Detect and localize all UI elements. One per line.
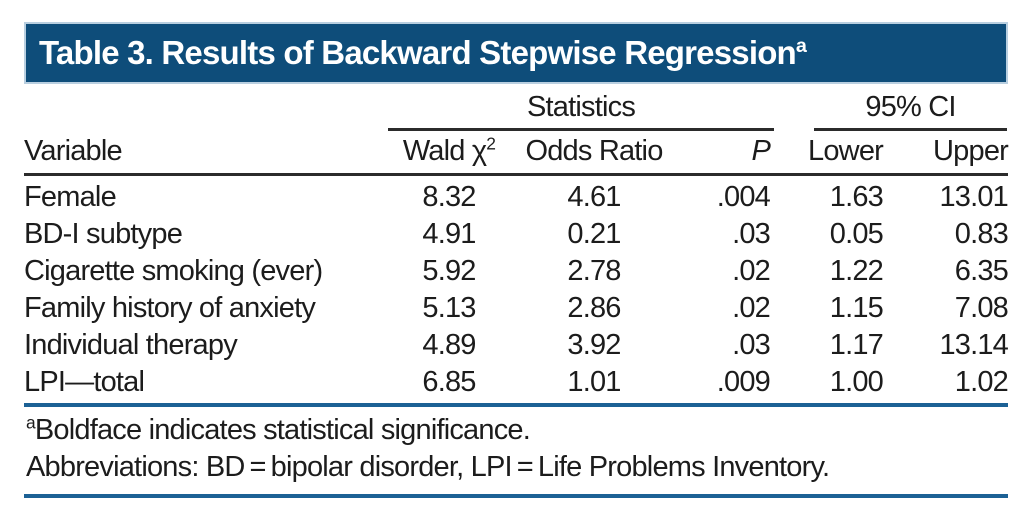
ci-upper-cell: 13.01 — [939, 181, 1009, 213]
p-label: P — [751, 135, 771, 167]
group-header-ci: 95% CI — [784, 88, 1008, 131]
wald-cell: 4.89 — [422, 329, 476, 361]
variable-cell: Individual therapy — [24, 329, 238, 361]
footnote-abbreviations: Abbreviations: BD = bipolar disorder, LP… — [26, 451, 830, 483]
wald-superscript: 2 — [486, 133, 496, 154]
title-footnote-marker: a — [795, 35, 807, 57]
wald-cell: 6.85 — [422, 366, 476, 398]
wald-cell: 5.13 — [422, 292, 476, 324]
group-header-ci-label: 95% CI — [814, 90, 1008, 131]
ci-lower-cell: 1.63 — [829, 181, 884, 213]
table-row: Individual therapy 4.89 3.92 .03 1.17 13… — [24, 327, 1009, 364]
odds-ratio-cell: 4.61 — [567, 181, 621, 213]
p-value-cell: .004 — [716, 181, 771, 213]
column-header-row: Variable Wald χ2 Odds Ratio P Lower Uppe… — [24, 131, 1009, 176]
column-header-odds-ratio: Odds Ratio — [514, 131, 674, 176]
column-header-variable: Variable — [24, 131, 384, 176]
odds-ratio-cell: 2.86 — [567, 292, 621, 324]
column-header-p: P — [674, 131, 785, 176]
group-header-statistics: Statistics — [384, 88, 784, 131]
ci-upper-cell: 6.35 — [954, 255, 1009, 287]
ci-upper-cell: 7.08 — [954, 292, 1009, 324]
ci-lower-cell: 0.05 — [829, 218, 884, 250]
ci-upper-cell: 13.14 — [939, 329, 1009, 361]
regression-table: Statistics 95% CI Variable Wald χ2 Odds … — [24, 88, 1009, 401]
ci-lower-cell: 1.15 — [829, 292, 884, 324]
ci-lower-cell: 1.00 — [829, 366, 884, 398]
table-row: Cigarette smoking (ever) 5.92 2.78 .02 1… — [24, 253, 1009, 290]
wald-cell: 8.32 — [422, 181, 476, 213]
table-row: Female 8.32 4.61 .004 1.63 13.01 — [24, 175, 1009, 217]
table-row: BD-I subtype 4.91 0.21 .03 0.05 0.83 — [24, 216, 1009, 253]
ci-lower-cell: 1.17 — [829, 329, 884, 361]
table-title-text: Table 3. Results of Backward Stepwise Re… — [39, 34, 797, 71]
p-value-cell: .03 — [732, 218, 771, 250]
odds-ratio-cell: 3.92 — [567, 329, 621, 361]
ci-upper-cell: 1.02 — [954, 366, 1009, 398]
odds-ratio-cell: 1.01 — [567, 366, 621, 398]
column-header-wald: Wald χ2 — [384, 131, 514, 176]
variable-cell: Female — [24, 181, 117, 213]
group-header-row: Statistics 95% CI — [24, 88, 1008, 131]
footnote-significance-text: Boldface indicates statistical significa… — [34, 414, 531, 446]
p-value-cell: .009 — [716, 366, 771, 398]
variable-cell: LPI—total — [24, 366, 145, 398]
table-title-bar: Table 3. Results of Backward Stepwise Re… — [24, 22, 1008, 84]
odds-ratio-cell: 0.21 — [567, 218, 621, 250]
group-header-statistics-label: Statistics — [388, 90, 775, 131]
p-value-cell: .03 — [732, 329, 771, 361]
wald-cell: 5.92 — [422, 255, 476, 287]
table-title: Table 3. Results of Backward Stepwise Re… — [39, 34, 807, 72]
ci-upper-cell: 0.83 — [954, 218, 1009, 250]
wald-label: Wald χ — [402, 135, 487, 167]
ci-lower-cell: 1.22 — [829, 255, 884, 287]
group-header-spacer — [24, 88, 384, 131]
footnote-marker: a — [26, 412, 36, 433]
table-row: LPI—total 6.85 1.01 .009 1.00 1.02 — [24, 364, 1009, 401]
odds-ratio-cell: 2.78 — [567, 255, 621, 287]
column-header-lower: Lower — [784, 131, 890, 176]
p-value-cell: .02 — [732, 292, 771, 324]
variable-cell: Family history of anxiety — [24, 292, 316, 324]
column-header-upper: Upper — [889, 131, 1009, 176]
footnotes: aBoldface indicates statistical signific… — [24, 403, 1008, 498]
variable-cell: Cigarette smoking (ever) — [24, 255, 323, 287]
wald-cell: 4.91 — [422, 218, 476, 250]
p-value-cell: .02 — [732, 255, 771, 287]
footnote-significance: aBoldface indicates statistical signific… — [26, 412, 1006, 449]
variable-cell: BD-I subtype — [24, 218, 183, 250]
table-row: Family history of anxiety 5.13 2.86 .02 … — [24, 290, 1009, 327]
